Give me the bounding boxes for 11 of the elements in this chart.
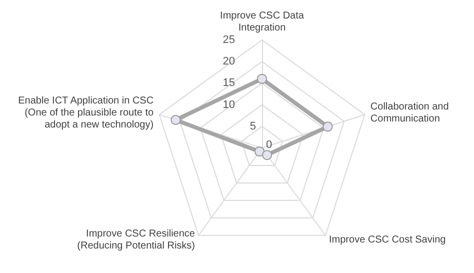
y-tick-label: 10	[222, 98, 235, 111]
spoke-label: Improve CSC Resilience (Reducing Potential Risks)	[77, 228, 196, 252]
spoke-label: Improve CSC Data Integration	[220, 10, 304, 34]
y-tick-label: 20	[222, 56, 235, 68]
y-tick-label: 5	[250, 120, 256, 132]
spoke-label: Improve CSC Cost Saving	[329, 234, 446, 246]
spoke-label: Collaboration and Communication	[370, 101, 449, 124]
y-tick-label: 25	[222, 34, 235, 46]
spoke-label: Enable ICT Application in CSC (One of the plausible route to adopt a new technology)	[18, 95, 154, 130]
y-tick-label: 15	[222, 77, 235, 90]
y-tick-label: 0	[266, 139, 272, 151]
